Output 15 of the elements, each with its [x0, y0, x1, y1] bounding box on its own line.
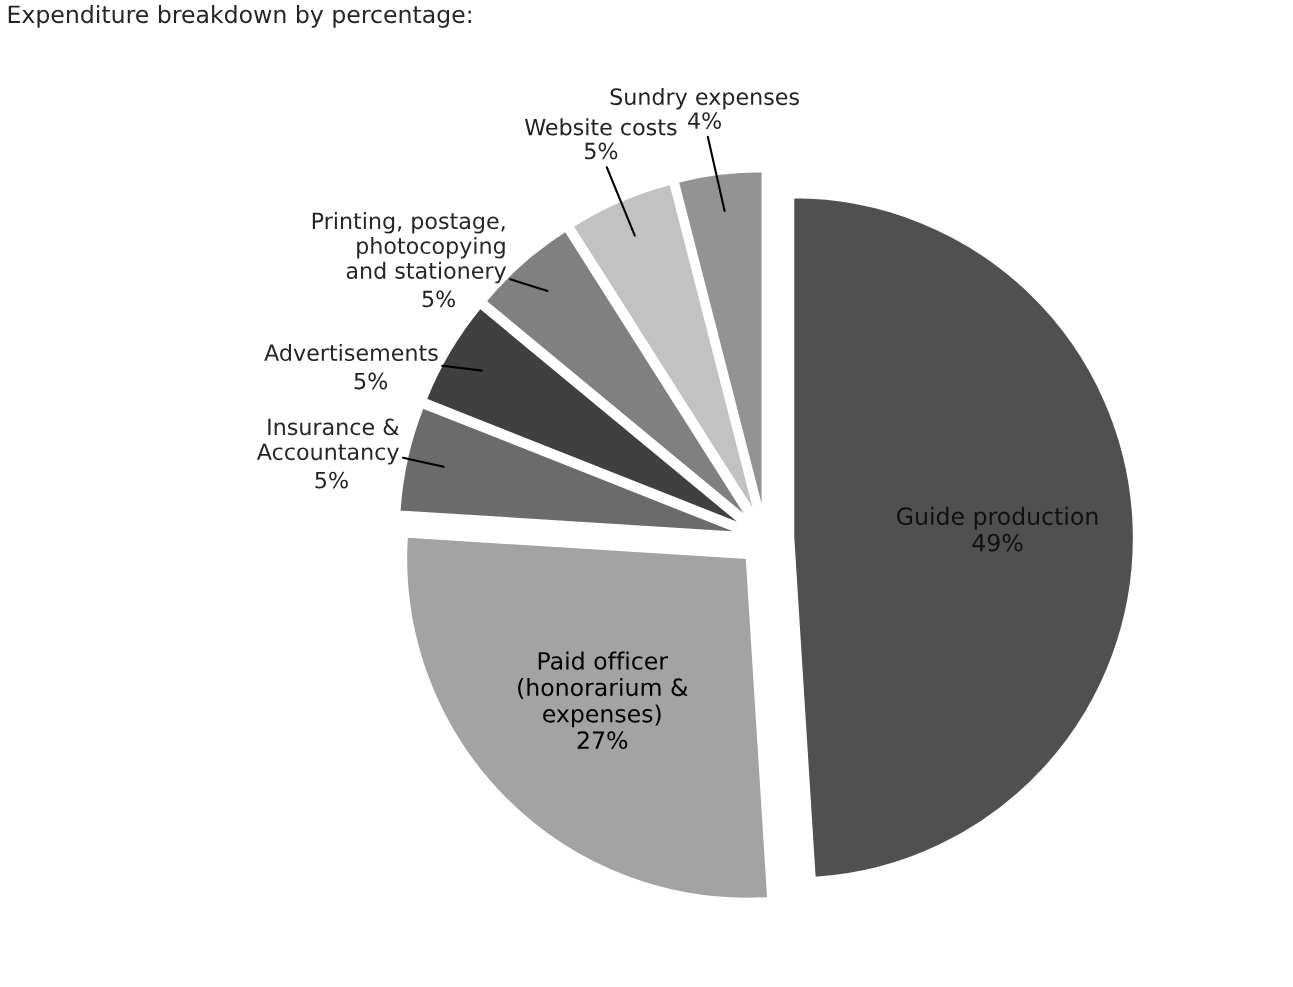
data-label: 27% — [577, 731, 628, 750]
slice-label: Sundry expenses — [610, 87, 799, 110]
slice-label: Website costs — [524, 118, 677, 136]
data-label: 49% — [972, 533, 1023, 552]
slice-label: Printing, postage, photocopying and stationery — [312, 212, 507, 284]
data-label: 5% — [584, 142, 618, 160]
data-label: 5% — [315, 471, 348, 489]
data-label: 4% — [688, 112, 721, 129]
slice-label: Insurance & Accountancy — [256, 418, 399, 465]
slice-label: Advertisements — [264, 343, 438, 362]
chart-title: Expenditure breakdown by percentage: — [8, 4, 471, 28]
data-label: 5% — [354, 372, 388, 390]
slice-label: Paid officer (honorarium & expenses) — [518, 651, 688, 728]
data-label: 5% — [422, 290, 455, 308]
slice-label: Guide production — [897, 506, 1098, 530]
